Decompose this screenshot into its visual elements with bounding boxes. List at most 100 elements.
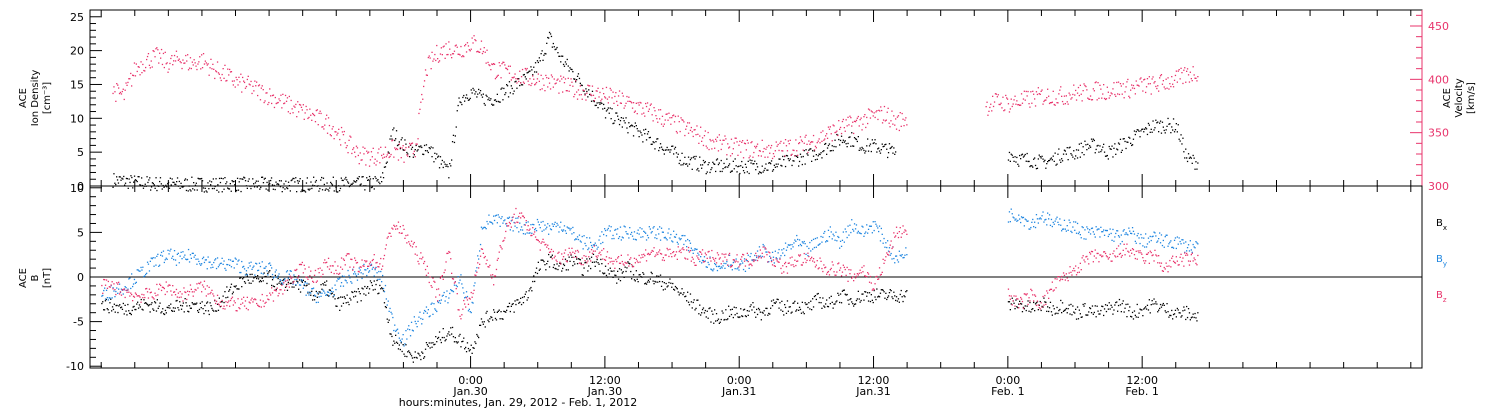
bottom-series-by-point: [1049, 224, 1052, 226]
top-series-0-point: [223, 188, 225, 190]
top-series-1-point: [848, 124, 850, 126]
bottom-series-bx-point: [372, 289, 374, 291]
top-series-1-point: [1103, 84, 1105, 86]
bottom-series-bx-point: [886, 298, 888, 301]
bottom-series-by-point: [357, 273, 359, 275]
bottom-series-bx-point: [188, 311, 190, 313]
top-series-1-point: [1154, 81, 1156, 83]
bottom-series-bx-point: [351, 291, 353, 293]
bottom-series-bx-point: [290, 282, 292, 284]
bottom-series-by-point: [506, 225, 508, 227]
bottom-series-bx-point: [233, 285, 235, 287]
bottom-series-by-point: [660, 227, 663, 229]
bottom-series-bz-point: [444, 269, 446, 271]
bottom-series-bx-point: [361, 287, 363, 289]
bottom-series-by-point: [158, 265, 160, 267]
top-series-1-point: [1039, 93, 1041, 95]
top-series-0-point: [160, 183, 162, 185]
bottom-series-by-point: [765, 251, 767, 253]
bottom-series-by-point: [1079, 234, 1081, 236]
bottom-series-by-point: [252, 266, 254, 269]
top-series-0-point: [780, 164, 782, 167]
bottom-series-bx-point: [358, 291, 360, 293]
bottom-series-bz-point: [425, 274, 428, 276]
bottom-series-bz-point: [219, 301, 221, 303]
top-series-0-point: [553, 46, 555, 48]
bottom-series-bx-point: [296, 280, 298, 282]
bottom-series-by-point: [771, 251, 774, 253]
bottom-series-bx-point: [1056, 306, 1058, 309]
top-series-1-point: [1074, 94, 1076, 96]
bottom-series-bx-point: [894, 295, 896, 297]
bottom-series-by-point: [476, 267, 478, 269]
bottom-series-by-point: [742, 262, 744, 264]
top-series-0-point: [484, 104, 486, 106]
bottom-series-by-point: [200, 264, 202, 266]
top-series-0-point: [270, 177, 273, 179]
top-series-1-point: [201, 67, 204, 69]
top-series-0-point: [152, 182, 154, 185]
bottom-series-bx-point: [1022, 306, 1025, 309]
top-series-1-point: [278, 98, 280, 100]
bottom-series-bx-point: [737, 316, 739, 318]
top-series-1-point: [1026, 95, 1028, 97]
bottom-series-by-point: [162, 250, 165, 252]
bottom-series-bx-point: [230, 283, 233, 285]
bottom-series-bx-point: [207, 310, 210, 312]
top-series-1-point: [681, 119, 683, 121]
top-series-0-point: [1172, 129, 1174, 131]
bottom-series-bz-point: [562, 258, 564, 260]
bottom-series-bx-point: [1189, 319, 1191, 321]
top-series-1-point: [754, 145, 756, 148]
bottom-series-bx-point: [426, 344, 428, 346]
top-series-1-point: [662, 125, 664, 127]
top-series-1-point: [1048, 102, 1051, 105]
top-series-0-point: [564, 61, 567, 63]
top-series-0-point: [291, 179, 293, 181]
bottom-series-bz-point: [617, 257, 619, 259]
top-series-1-point: [736, 141, 738, 143]
bottom-series-by-point: [762, 243, 764, 246]
bottom-series-bx-point: [685, 295, 687, 297]
top-series-0-point: [821, 157, 823, 159]
top-right-axis-title-line3: [km/s]: [1466, 82, 1477, 114]
bottom-series-by-point: [408, 325, 410, 327]
top-series-0-point: [1089, 146, 1092, 148]
bottom-series-bx-point: [903, 295, 905, 297]
bottom-series-bx-point: [238, 288, 240, 290]
top-series-1-point: [258, 84, 261, 86]
bottom-series-bx-point: [428, 342, 430, 344]
bottom-series-bx-point: [366, 287, 368, 289]
bottom-series-bx-point: [447, 333, 449, 335]
bottom-series-by-point: [176, 253, 178, 255]
bottom-series-by-point: [881, 233, 883, 235]
top-series-0-point: [434, 152, 436, 154]
top-series-0-point: [231, 180, 233, 182]
top-series-1-point: [771, 157, 774, 160]
bottom-series-bx-point: [363, 293, 365, 295]
bottom-series-by-point: [799, 243, 802, 246]
top-series-0-point: [1191, 162, 1193, 164]
bottom-series-by-point: [130, 287, 132, 290]
top-series-0-point: [495, 100, 498, 103]
bottom-series-bx-point: [879, 292, 882, 294]
top-series-1-point: [644, 115, 646, 117]
top-series-0-point: [1194, 168, 1196, 170]
bottom-series-by-point: [1085, 238, 1087, 240]
bottom-series-by-point: [187, 258, 189, 260]
bottom-series-bx-point: [562, 267, 564, 270]
top-series-1-point: [548, 77, 550, 79]
bottom-series-bx-point: [899, 293, 901, 296]
bottom-series-bx-point: [285, 283, 288, 286]
bottom-series-bz-point: [212, 293, 214, 295]
top-series-1-point: [131, 85, 133, 87]
bottom-series-by-point: [838, 236, 840, 239]
bottom-series-by-point: [224, 267, 226, 270]
bottom-series-bx-point: [1109, 308, 1111, 310]
bottom-series-bx-point: [827, 306, 830, 308]
top-series-1-point: [212, 63, 214, 65]
top-series-1-point: [409, 144, 412, 146]
bottom-series-bz-point: [561, 253, 563, 255]
bottom-series-bx-point: [534, 271, 537, 274]
bottom-series-by-point: [369, 264, 372, 267]
